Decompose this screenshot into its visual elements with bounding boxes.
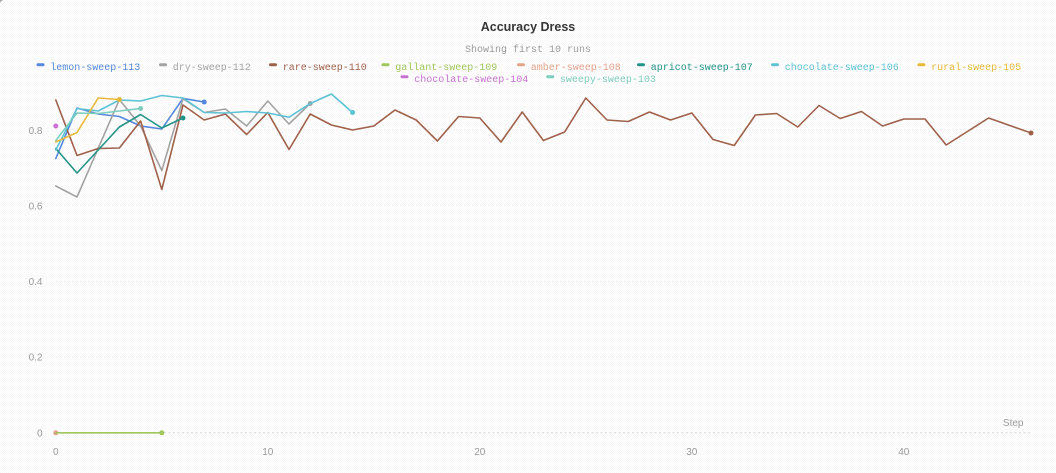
svg-text:Accuracy Dress: Accuracy Dress	[481, 20, 576, 34]
svg-text:Showing first 10 runs: Showing first 10 runs	[465, 44, 591, 56]
svg-text:0: 0	[53, 447, 59, 458]
svg-text:0.4: 0.4	[29, 277, 43, 288]
svg-text:chocolate-sweep-104: chocolate-sweep-104	[414, 74, 528, 86]
svg-text:10: 10	[262, 447, 274, 458]
svg-text:chocolate-sweep-106: chocolate-sweep-106	[785, 62, 899, 74]
svg-text:0.2: 0.2	[29, 353, 43, 364]
svg-text:40: 40	[898, 447, 910, 458]
svg-text:gallant-sweep-109: gallant-sweep-109	[395, 62, 497, 74]
svg-text:0.8: 0.8	[29, 126, 43, 137]
svg-text:Step: Step	[1003, 418, 1024, 429]
svg-text:amber-sweep-108: amber-sweep-108	[531, 62, 621, 74]
svg-text:dry-sweep-112: dry-sweep-112	[173, 62, 251, 74]
svg-text:sweepy-sweep-103: sweepy-sweep-103	[560, 75, 656, 86]
svg-text:rare-sweep-110: rare-sweep-110	[283, 63, 367, 74]
svg-text:apricot-sweep-107: apricot-sweep-107	[651, 62, 753, 74]
svg-text:30: 30	[686, 447, 698, 458]
svg-text:rural-sweep-105: rural-sweep-105	[931, 62, 1021, 74]
svg-text:20: 20	[474, 447, 486, 458]
svg-text:0.6: 0.6	[29, 201, 43, 212]
svg-text:lemon-sweep-113: lemon-sweep-113	[50, 62, 140, 74]
svg-text:0: 0	[37, 428, 43, 439]
